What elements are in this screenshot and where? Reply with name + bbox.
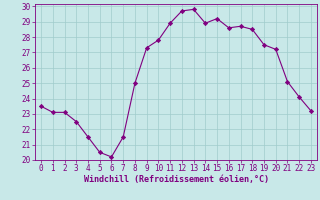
X-axis label: Windchill (Refroidissement éolien,°C): Windchill (Refroidissement éolien,°C) bbox=[84, 175, 268, 184]
